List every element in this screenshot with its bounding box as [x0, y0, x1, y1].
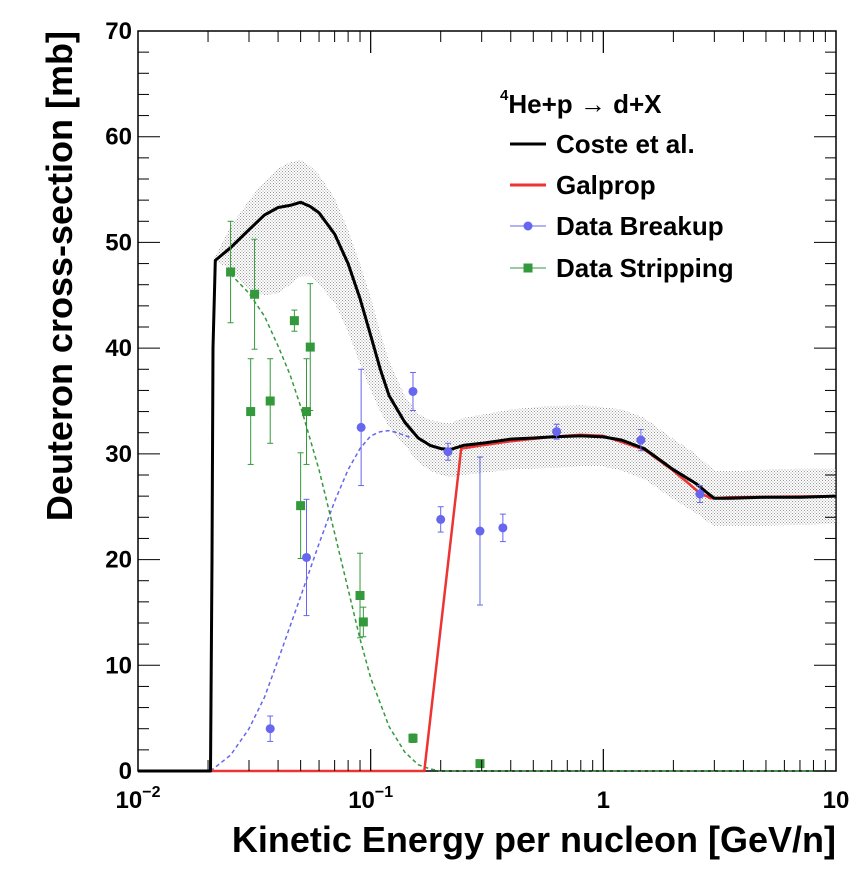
stripping-marker	[296, 501, 306, 511]
breakup-marker	[408, 386, 418, 396]
stripping-data-point	[358, 606, 368, 638]
breakup-data-point	[498, 513, 508, 543]
breakup-marker	[265, 724, 275, 734]
x-tick-label: 10−1	[348, 784, 393, 814]
coste-uncertainty-band	[213, 160, 836, 526]
x-tick-base: 10	[116, 787, 143, 814]
breakup-data-point	[552, 423, 562, 440]
breakup-fit-curve	[210, 429, 412, 772]
stripping-marker	[265, 396, 275, 406]
legend-swatch-square	[523, 263, 533, 273]
stripping-data-point	[305, 283, 315, 412]
y-axis-title: Deuteron cross-section [mb]	[39, 31, 80, 521]
x-tick-exponent: −1	[375, 784, 393, 801]
legend-entries: Coste et al. Galprop Data Breakup Data Stri…	[510, 129, 734, 283]
stripping-marker	[355, 591, 365, 601]
y-tick-label: 10	[105, 652, 132, 679]
breakup-data-point	[475, 456, 485, 606]
breakup-marker	[475, 526, 485, 536]
uncertainty-band-layer	[213, 160, 836, 526]
stripping-data-point	[226, 220, 236, 324]
plot-frame	[137, 30, 837, 772]
legend-swatch-circle	[523, 221, 533, 231]
x-tick-label: 1	[597, 787, 610, 814]
breakup-data-point	[356, 368, 366, 487]
breakup-marker	[695, 489, 705, 499]
stripping-marker	[302, 407, 312, 417]
x-tick-base: 1	[597, 787, 610, 814]
y-tick-label: 50	[105, 229, 132, 256]
coste-curve	[138, 200, 837, 773]
legend-label-coste: Coste et al.	[556, 129, 695, 159]
breakup-data-point	[695, 485, 705, 503]
y-tick-label: 20	[105, 547, 132, 574]
legend-label-galprop: Galprop	[556, 170, 656, 200]
legend-entry-galprop: Galprop	[510, 170, 656, 200]
y-tick-label: 0	[119, 758, 132, 785]
breakup-data-point	[436, 506, 446, 533]
stripping-data-point	[296, 452, 306, 560]
stripping-data-point	[265, 358, 275, 444]
stripping-marker	[358, 617, 368, 627]
breakup-data-point	[636, 429, 646, 452]
stripping-data-point	[408, 733, 418, 743]
breakup-data-point	[443, 442, 453, 461]
x-tick-base: 10	[348, 787, 375, 814]
stripping-data-point	[250, 238, 260, 350]
legend-label-stripping: Data Stripping	[556, 253, 734, 283]
breakup-marker	[356, 422, 366, 432]
breakup-data-point	[408, 371, 418, 412]
stripping-marker	[408, 733, 418, 743]
x-tick-base: 10	[823, 787, 850, 814]
y-tick-label: 60	[105, 124, 132, 151]
breakup-marker	[552, 427, 562, 437]
stripping-marker	[475, 759, 485, 769]
legend-entry-coste: Coste et al.	[510, 129, 695, 159]
stripping-data-point	[246, 358, 256, 465]
legend-reaction-main: He+p → d+X	[508, 89, 662, 119]
stripping-marker	[246, 407, 256, 417]
stripping-marker	[250, 289, 260, 299]
breakup-data-point	[265, 715, 275, 742]
y-tick-label: 40	[105, 335, 132, 362]
breakup-marker	[436, 514, 446, 524]
stripping-data-point	[289, 309, 299, 332]
breakup-marker	[636, 435, 646, 445]
y-tick-label: 70	[105, 18, 132, 45]
breakup-marker	[443, 447, 453, 457]
legend-reaction: 4He+p → d+X	[500, 87, 662, 119]
legend-reaction-superscript: 4	[500, 87, 509, 104]
x-tick-label: 10	[823, 787, 850, 814]
legend-label-breakup: Data Breakup	[556, 211, 724, 241]
stripping-marker	[226, 267, 236, 277]
legend: 4He+p → d+X Coste et al. Galprop Data Brea…	[500, 87, 734, 283]
x-tick-label: 10−2	[116, 784, 161, 814]
stripping-marker	[289, 316, 299, 326]
stripping-marker	[305, 342, 315, 352]
x-axis-title: Kinetic Energy per nucleon [GeV/n]	[232, 819, 836, 860]
breakup-marker	[498, 523, 508, 533]
legend-entry-breakup: Data Breakup	[510, 211, 724, 241]
breakup-marker	[302, 552, 312, 562]
stripping-data-point	[475, 759, 485, 769]
legend-entry-stripping: Data Stripping	[510, 253, 734, 283]
x-tick-exponent: −2	[142, 784, 160, 801]
data-points-layer	[226, 220, 705, 769]
stripping-data-point	[302, 358, 312, 465]
breakup-data-point	[302, 498, 312, 617]
y-tick-label: 30	[105, 441, 132, 468]
